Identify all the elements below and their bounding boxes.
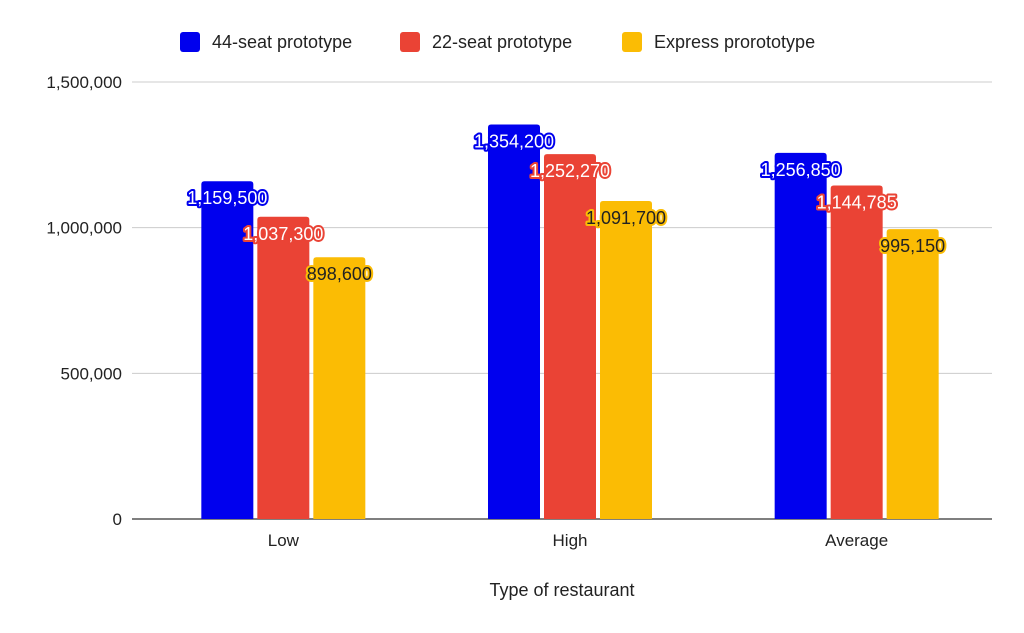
- legend-label: 44-seat prototype: [212, 32, 352, 52]
- data-label: 1,091,700: [586, 208, 666, 228]
- x-tick-label: Low: [268, 531, 300, 550]
- bar: [774, 152, 827, 519]
- bar: [488, 124, 540, 519]
- data-label: 898,600: [307, 264, 372, 284]
- legend: 44-seat prototype 22-seat prototype Expres…: [180, 32, 815, 52]
- bar: [257, 216, 310, 519]
- data-label: 1,354,200: [474, 131, 554, 151]
- x-tick-label: High: [553, 531, 588, 550]
- data-labels: 1,159,500 1,037,300 898,600 1,354,200 1,252,…: [185, 129, 947, 286]
- bar: [544, 154, 596, 520]
- bar: [600, 200, 652, 519]
- y-axis-ticks: 0 500,000 1,000,000 1,500,000: [46, 73, 122, 529]
- legend-swatch: [622, 32, 642, 52]
- x-tick-label: Average: [825, 531, 888, 550]
- bar: [830, 185, 883, 520]
- bars: [201, 124, 939, 520]
- legend-swatch: [180, 32, 200, 52]
- x-axis-title: Type of restaurant: [489, 580, 634, 600]
- legend-label: 22-seat prototype: [432, 32, 572, 52]
- data-label: 1,037,300: [243, 224, 323, 244]
- data-label: 1,256,850: [761, 160, 841, 180]
- data-label: 995,150: [880, 236, 945, 256]
- bar: [313, 257, 366, 519]
- legend-label: Express prorototype: [654, 32, 815, 52]
- data-label: 1,144,785: [817, 192, 897, 212]
- bar: [201, 181, 254, 519]
- bar: [886, 229, 939, 519]
- y-tick-label: 1,500,000: [46, 73, 122, 92]
- data-label: 1,252,270: [530, 161, 610, 181]
- x-axis-ticks: Low High Average: [268, 531, 888, 550]
- legend-swatch: [400, 32, 420, 52]
- data-label: 1,159,500: [187, 188, 267, 208]
- y-tick-label: 0: [113, 510, 122, 529]
- y-tick-label: 500,000: [61, 364, 122, 383]
- y-tick-label: 1,000,000: [46, 219, 122, 238]
